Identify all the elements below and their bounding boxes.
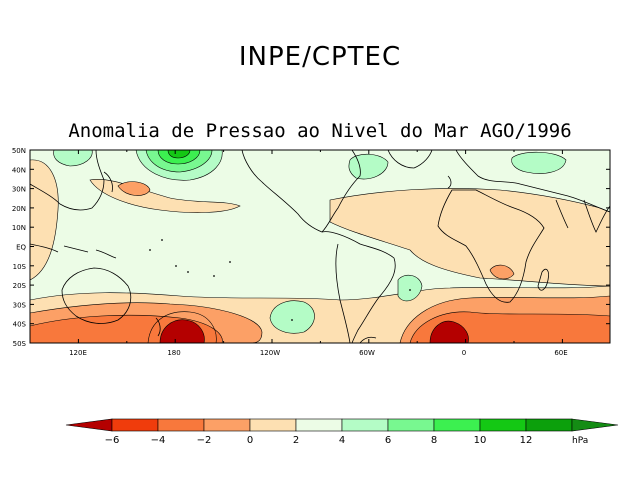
legend-tick-label: −4 [151, 435, 166, 446]
coast-indonesia [30, 243, 117, 259]
contour-neg-red-ring-south-pacific [147, 311, 217, 343]
contour-pos-core-north-pacific [167, 150, 191, 159]
coast-australia [61, 267, 132, 324]
legend-color-box [479, 418, 527, 432]
legend-arrow-low [65, 418, 113, 432]
island-dot [291, 319, 293, 321]
lat-label: 10S [13, 263, 27, 271]
coast-eurasia [30, 150, 610, 213]
legend-arrow-high [571, 418, 619, 432]
lat-label: 20N [12, 205, 26, 213]
legend-color-box [433, 418, 481, 432]
legend-unit: hPa [572, 436, 588, 446]
lat-label: 40N [12, 166, 26, 174]
legend-tick-label: −2 [197, 435, 212, 446]
legend-tick-label: 8 [431, 435, 437, 446]
latitude-axis: 50N 40N 30N 20N 10N EQ 10S 20S 30S 40S 5… [12, 147, 610, 348]
coast-new-zealand [155, 317, 161, 337]
coast-greenland [387, 150, 433, 169]
contour-neg-mid-atlantic-small [489, 264, 515, 280]
coast-africa [437, 189, 545, 303]
island-dots [149, 239, 411, 321]
island-dot [229, 261, 231, 263]
contour-neg-mid-north-pacific [117, 181, 151, 196]
island-dot [187, 271, 189, 273]
color-legend: −6 −4 −2 0 2 4 6 8 10 12 hPa [65, 418, 619, 446]
legend-color-box [249, 418, 297, 432]
legend-tick-label: 12 [520, 435, 533, 446]
legend-tick-label: 0 [247, 435, 253, 446]
lon-label: 60E [554, 349, 567, 357]
lat-label: 50S [13, 340, 27, 348]
contour-pos-north-atlantic [348, 153, 389, 180]
legend-color-box [203, 418, 251, 432]
lat-label: 10N [12, 224, 26, 232]
legend-color-box [111, 418, 159, 432]
contour-pos-south-atlantic [397, 274, 423, 302]
island-dot [409, 289, 411, 291]
coast-india-arabia [555, 199, 610, 233]
contour-neg-light-west-pacific [30, 159, 59, 281]
coast-south-america [321, 231, 396, 343]
contour-neg-core-south-atlantic [429, 320, 469, 343]
lon-label: 120E [69, 349, 87, 357]
lon-label: 120W [260, 349, 280, 357]
contour-neg-core-south-pacific [159, 319, 205, 343]
legend-tick-label: 4 [339, 435, 345, 446]
lat-label: 50N [12, 147, 26, 155]
coast-japan [103, 171, 113, 193]
lat-label: EQ [16, 244, 26, 252]
contour-pos-south-pacific [269, 300, 315, 334]
lon-label: 0 [462, 349, 466, 357]
island-dot [175, 265, 177, 267]
coast-british-isles [447, 175, 452, 189]
legend-tick-label: 10 [474, 435, 487, 446]
legend-color-box [295, 418, 343, 432]
contour-pos-europe [511, 151, 567, 174]
lat-label: 40S [13, 321, 27, 329]
organization-title: INPE/CPTEC [238, 42, 402, 72]
legend-color-box [387, 418, 435, 432]
longitude-axis: 120E 180 120W 60W 0 60E [29, 150, 568, 357]
island-dot [213, 275, 215, 277]
legend-tick-label: 6 [385, 435, 391, 446]
contour-neg-light-atlantic [329, 188, 610, 287]
legend-color-box [157, 418, 205, 432]
coastlines [30, 150, 610, 343]
legend-color-box [341, 418, 389, 432]
legend-color-box [525, 418, 573, 432]
coast-madagascar [537, 268, 549, 291]
lon-label: 180 [167, 349, 180, 357]
lon-label: 60W [359, 349, 375, 357]
legend-tick-label: 2 [293, 435, 299, 446]
coast-antarctic-peninsula [359, 336, 377, 343]
island-dot [161, 239, 163, 241]
lat-label: 30N [12, 186, 26, 194]
lat-label: 20S [13, 282, 27, 290]
contour-pos-west-pacific [53, 150, 93, 167]
lat-label: 30S [13, 301, 27, 309]
island-dot [149, 249, 151, 251]
legend-tick-label: −6 [105, 435, 120, 446]
map-title: Anomalia de Pressao ao Nivel do Mar AGO/… [68, 120, 572, 142]
anomaly-field [30, 150, 610, 343]
